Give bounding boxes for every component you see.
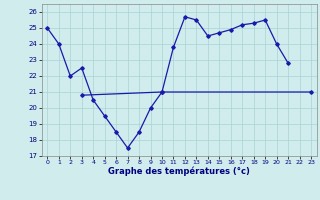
X-axis label: Graphe des températures (°c): Graphe des températures (°c) bbox=[108, 167, 250, 176]
